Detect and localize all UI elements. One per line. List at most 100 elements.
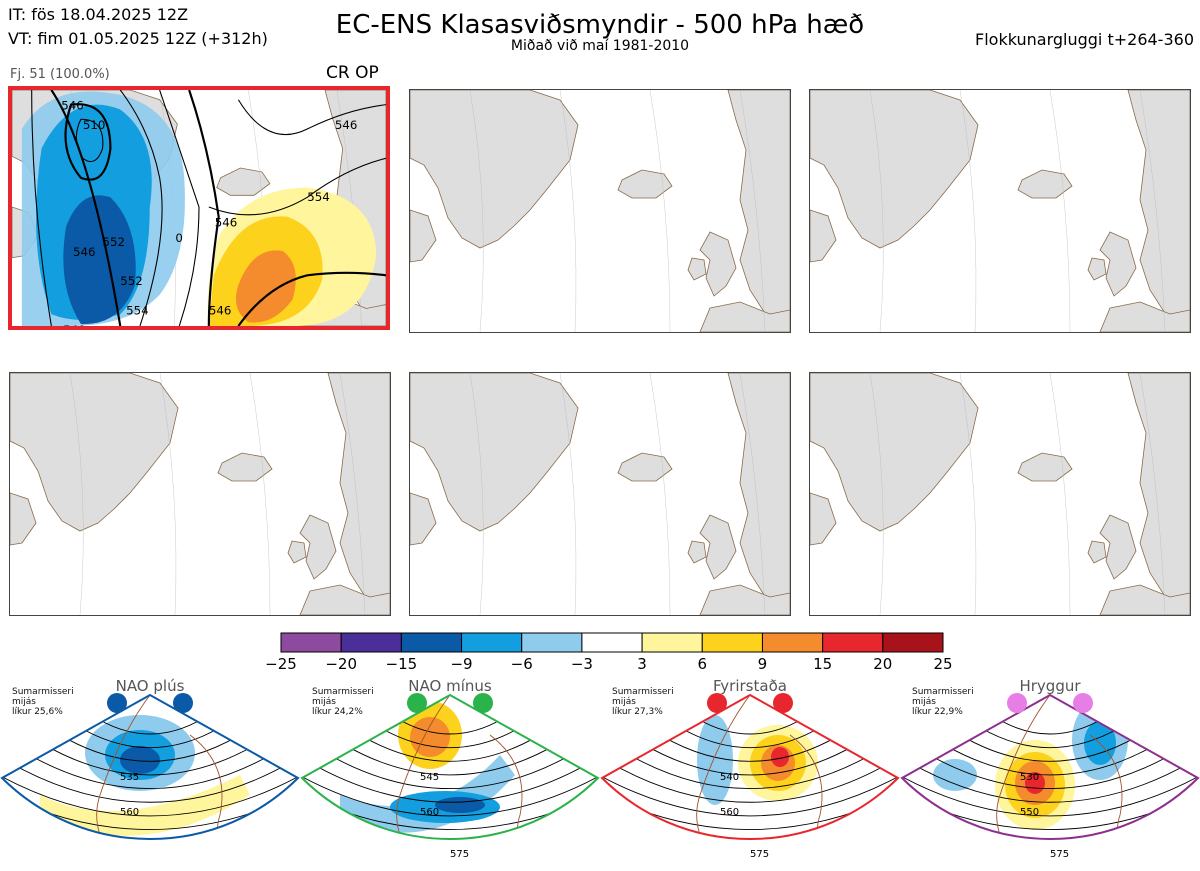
regime-contour — [43, 743, 257, 776]
cluster-panel-6[interactable] — [809, 372, 1191, 616]
regime-contour — [924, 752, 1176, 789]
scandinavia-land — [727, 90, 790, 331]
ireland-land — [687, 257, 707, 281]
meridian-line — [469, 373, 484, 615]
issue-time: IT: fös 18.04.2025 12Z — [8, 5, 189, 24]
greenland-land — [810, 90, 979, 249]
meridian-line — [69, 373, 84, 615]
ireland-land — [287, 540, 307, 564]
height-contour — [64, 103, 112, 181]
cluster-panel-4[interactable] — [9, 372, 391, 616]
colorbar-tick: 15 — [813, 655, 833, 673]
regime-contour-label: 575 — [750, 849, 769, 860]
regime-contour — [397, 718, 503, 735]
colorbar-swatch — [581, 632, 643, 653]
regime-nao-minus: 545 560 575 NAO mínus Sumarmisseri mijás lík… — [300, 675, 600, 871]
regime-title: Fyrirstaða — [713, 677, 787, 695]
europe-land — [699, 301, 790, 332]
height-contour — [188, 90, 220, 326]
height-contour — [50, 90, 122, 326]
regime-fan-map: 535 560 — [0, 693, 300, 841]
contour-label: 546 — [61, 99, 84, 113]
regime-contour — [679, 727, 821, 748]
colorbar-swatch — [340, 632, 402, 653]
classification-window: Flokkunargluggi t+264-360 — [975, 30, 1194, 49]
contour-label: 552 — [120, 274, 143, 288]
cluster-panel-2[interactable] — [409, 89, 791, 333]
regime-contour — [697, 718, 803, 735]
ireland-land — [1087, 540, 1107, 564]
britain-land — [699, 231, 737, 297]
colorbar-swatch — [882, 632, 944, 653]
meridian-line — [339, 373, 366, 615]
page-title: EC-ENS Klasasviðsmyndir - 500 hPa hæð — [335, 10, 865, 40]
regime-contour-label: 575 — [450, 849, 469, 860]
meridian-line — [959, 373, 977, 615]
regime-dot — [1073, 693, 1093, 713]
regime-contour — [997, 718, 1103, 735]
height-contour — [119, 90, 163, 326]
colorbar-tick: −25 — [265, 655, 297, 673]
colorbar-swatch — [822, 632, 884, 653]
regime-info: Sumarmisseri mijás líkur 22,9% — [912, 687, 974, 717]
regime-border — [600, 693, 900, 841]
regime-nao-plus: 535 560 NAO plús Sumarmisseri mijás líkur 2… — [0, 675, 300, 871]
meridian-line — [869, 373, 884, 615]
regime-border — [300, 693, 600, 841]
scandinavia-land — [327, 373, 390, 614]
colorbar-tick: 25 — [933, 655, 953, 673]
contour-label: 554 — [126, 303, 149, 317]
colorbar-tick: −9 — [450, 655, 473, 673]
contour-label: 546 — [215, 216, 238, 230]
contour-label: 552 — [103, 235, 126, 249]
meridian-line — [249, 373, 271, 615]
labrador-land — [810, 492, 837, 546]
regime-fan-map: 540 560 575 — [600, 693, 900, 860]
meridian-line — [1049, 373, 1071, 615]
regime-title: NAO plús — [115, 677, 185, 695]
anomaly-dark-blue — [63, 195, 136, 325]
britain-land — [299, 514, 337, 580]
contour-label: 546 — [335, 118, 358, 132]
panel-1-tag: CR OP — [326, 63, 379, 83]
regime-fan-map: 530 550 575 — [900, 693, 1200, 862]
regime-contour-label: 560 — [120, 807, 139, 818]
meridian-line — [869, 90, 884, 332]
regime-contour — [97, 718, 203, 735]
regime-contour — [906, 760, 1194, 803]
regime-contour — [306, 760, 594, 803]
meridian-line — [559, 90, 577, 332]
regime-dot — [107, 693, 127, 713]
cluster-panel-5[interactable] — [409, 372, 791, 616]
regime-title: Hryggur — [1019, 677, 1081, 695]
regime-anomaly — [771, 747, 789, 767]
regime-ridge: 530 550 575 Hryggur Sumarmisseri mijás líkur… — [900, 675, 1200, 871]
colorbar-tick: −3 — [570, 655, 593, 673]
height-contour — [75, 118, 104, 162]
iceland-land — [217, 452, 273, 482]
page-subtitle: Miðað við maí 1981-2010 — [510, 38, 690, 54]
europe-land — [699, 584, 790, 615]
iceland-land — [617, 452, 673, 482]
panel-map — [410, 90, 790, 332]
panel-map — [810, 373, 1190, 615]
meridian-line — [649, 90, 671, 332]
regime-dot — [407, 693, 427, 713]
europe-land — [299, 584, 390, 615]
regime-blocking: 540 560 575 Fyrirstaða Sumarmisseri mijás lí… — [600, 675, 900, 871]
regime-coast — [789, 734, 841, 840]
greenland-land — [810, 373, 979, 532]
regime-anomaly — [1012, 852, 1044, 862]
scandinavia-land — [727, 373, 790, 614]
britain-land — [1099, 231, 1137, 297]
cluster-panel-1[interactable]: 510 546 552 546 546 552 554 546 540 546 554 0 — [8, 86, 390, 330]
regime-contour — [624, 752, 876, 789]
greenland-land — [10, 373, 179, 532]
height-contour — [208, 157, 386, 216]
ireland-land — [687, 540, 707, 564]
meridian-line — [159, 373, 177, 615]
regime-dot — [473, 693, 493, 713]
colorbar-swatch — [461, 632, 523, 653]
cluster-panel-3[interactable] — [809, 89, 1191, 333]
regime-anomaly — [40, 775, 250, 836]
